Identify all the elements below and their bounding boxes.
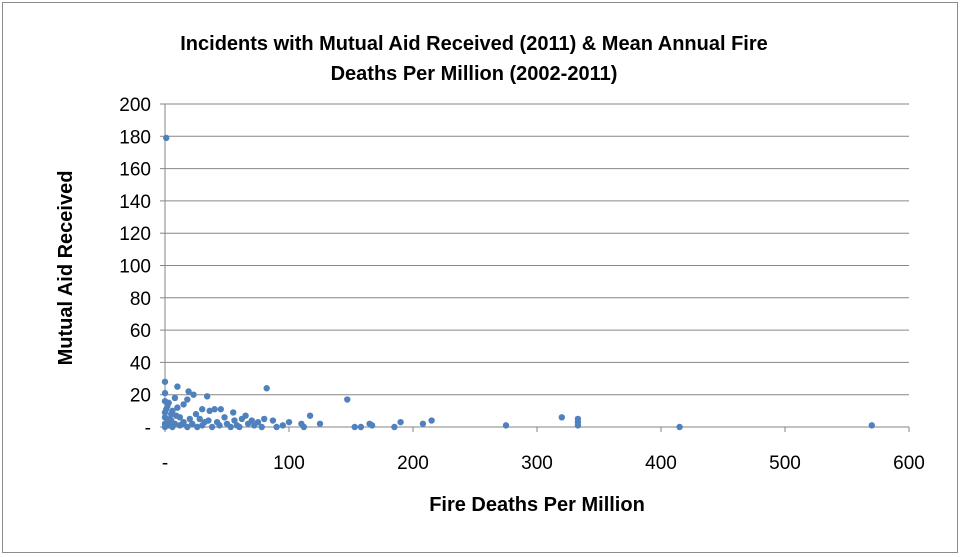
data-point: [221, 414, 228, 421]
data-point: [184, 423, 191, 431]
data-point: [285, 418, 293, 426]
data-point: [194, 423, 201, 431]
data-point: [189, 420, 196, 427]
x-tick-label: 600: [893, 453, 925, 474]
data-point: [351, 423, 358, 431]
data-point: [238, 415, 246, 423]
x-tick-label: 500: [769, 453, 801, 474]
data-point: [185, 388, 192, 395]
data-point: [161, 389, 169, 397]
data-point: [169, 423, 176, 431]
y-tick-label: 160: [119, 160, 151, 181]
data-point: [368, 422, 376, 429]
data-point: [300, 423, 308, 431]
y-tick-label: 100: [119, 257, 151, 278]
y-tick-label: 200: [119, 95, 151, 116]
y-tick-label: 120: [119, 224, 151, 245]
data-point: [161, 378, 169, 385]
data-point: [208, 423, 216, 431]
data-point: [676, 423, 683, 431]
data-point: [168, 410, 175, 418]
data-point: [203, 393, 211, 400]
data-point: [174, 404, 181, 411]
data-point: [263, 385, 270, 392]
chart-title-line-1: Incidents with Mutual Aid Received (2011…: [180, 33, 768, 55]
x-tick-label: -: [162, 453, 168, 474]
y-tick-label: -: [145, 418, 151, 439]
data-point: [201, 418, 208, 426]
data-point: [163, 134, 170, 142]
data-point: [419, 420, 427, 427]
data-point: [179, 420, 186, 427]
data-point: [216, 422, 223, 429]
y-axis-title: Mutual Aid Received: [55, 171, 77, 366]
data-point: [196, 415, 203, 423]
data-point: [258, 423, 265, 431]
data-point: [161, 423, 169, 431]
x-axis-title: Fire Deaths Per Million: [429, 494, 645, 516]
y-tick-label: 140: [119, 192, 151, 213]
x-tick-label: 400: [645, 453, 677, 474]
axes: [160, 103, 910, 432]
data-point: [230, 409, 237, 416]
x-tick-label: 100: [273, 453, 305, 474]
data-point: [211, 406, 218, 413]
data-point: [199, 406, 206, 413]
x-tick-label: 300: [521, 453, 553, 474]
data-point: [269, 417, 277, 424]
data-point: [180, 401, 187, 408]
data-point: [190, 391, 197, 398]
data-point: [231, 417, 238, 424]
data-point: [244, 420, 252, 427]
data-point: [357, 423, 365, 431]
data-point: [502, 422, 510, 429]
data-point: [236, 423, 243, 431]
y-tick-label: 60: [130, 321, 151, 342]
data-point: [316, 420, 324, 427]
y-tick-label: 180: [119, 127, 151, 148]
data-point: [558, 414, 565, 421]
data-point: [428, 417, 435, 424]
data-point: [397, 418, 404, 426]
x-tick-labels: - 100 200 300 400 500 600: [162, 453, 925, 474]
data-point: [174, 383, 181, 390]
y-tick-label: 20: [130, 386, 151, 407]
data-point: [306, 412, 314, 419]
data-point: [192, 410, 200, 418]
data-point: [344, 396, 351, 403]
gridlines: [165, 103, 909, 396]
data-point: [172, 412, 180, 419]
data-point: [161, 414, 169, 421]
data-points: [161, 134, 875, 431]
data-point: [251, 422, 258, 429]
data-point: [227, 423, 234, 431]
data-point: [206, 407, 213, 415]
data-point: [391, 423, 398, 431]
data-point: [217, 406, 224, 413]
y-tick-label: 40: [130, 353, 151, 374]
data-point: [279, 422, 286, 429]
y-tick-labels: - 20 40 60 80 100 120 140 160 180 200: [119, 95, 151, 439]
data-point: [165, 399, 172, 406]
x-tick-label: 200: [397, 453, 429, 474]
data-point: [261, 415, 268, 423]
data-point: [171, 394, 179, 402]
y-tick-label: 80: [130, 289, 151, 310]
data-point: [868, 422, 875, 429]
data-point: [273, 423, 280, 431]
data-point: [184, 396, 191, 403]
data-point: [574, 422, 582, 429]
data-point: [186, 415, 193, 423]
data-point: [163, 406, 170, 413]
chart-title-line-2: Deaths Per Million (2002-2011): [331, 63, 618, 85]
